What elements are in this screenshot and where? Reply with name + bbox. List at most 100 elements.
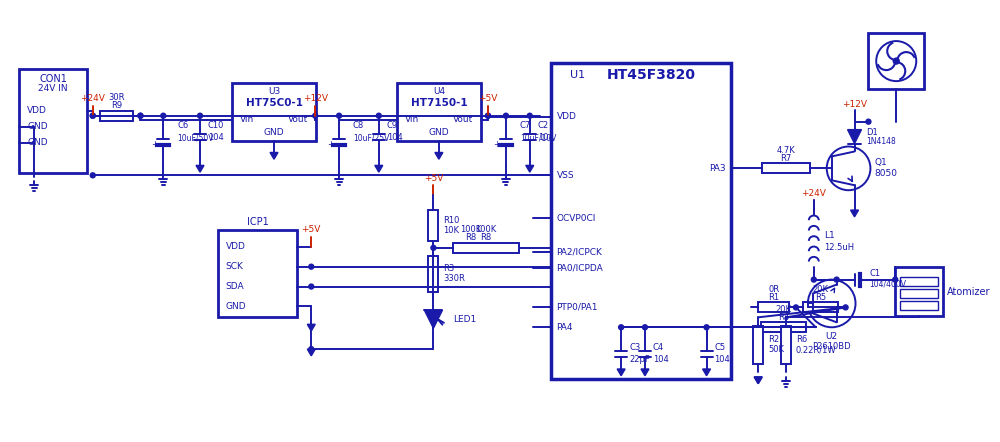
Text: 8050: 8050 [874,169,897,178]
Text: R5: R5 [815,293,826,302]
Circle shape [893,58,899,64]
Text: GND: GND [264,128,284,137]
Text: R4: R4 [778,313,789,322]
Text: 104: 104 [208,133,224,142]
Circle shape [793,305,798,310]
Circle shape [309,347,314,351]
Text: 10uF/10V: 10uF/10V [520,133,556,142]
Bar [428,210,438,241]
Text: R8: R8 [480,233,491,242]
Text: C6: C6 [177,121,188,130]
Text: R1: R1 [768,293,779,302]
Text: U1: U1 [570,70,586,80]
Text: +: + [327,140,334,149]
Text: GND: GND [27,138,48,147]
Polygon shape [754,377,762,384]
Circle shape [309,264,314,269]
Text: R2: R2 [768,335,779,344]
Text: Vout: Vout [453,115,473,124]
Text: 0R: 0R [768,285,779,294]
Text: HT7150-1: HT7150-1 [411,98,467,108]
Text: LED1: LED1 [453,315,477,324]
Bar [753,325,763,364]
Text: R9: R9 [111,101,122,110]
Text: GND: GND [27,122,48,131]
Polygon shape [196,165,204,172]
Text: VSS: VSS [557,171,574,180]
Circle shape [486,113,491,118]
Text: 330R: 330R [443,274,465,283]
Polygon shape [851,210,859,217]
Text: C2: C2 [538,121,549,130]
Bar [781,325,791,364]
Polygon shape [307,324,315,331]
Bar [900,277,938,286]
Circle shape [619,325,624,330]
Text: PA3: PA3 [709,164,725,173]
Text: +5V: +5V [302,225,321,234]
Bar [895,267,943,316]
Text: C7: C7 [520,121,531,130]
Circle shape [90,113,95,118]
Text: 10K: 10K [443,226,459,235]
Circle shape [486,113,491,118]
Text: 100K: 100K [460,225,481,234]
Text: C10: C10 [208,121,224,130]
Text: PA0/ICPDA: PA0/ICPDA [557,263,603,272]
Text: R6: R6 [796,335,807,344]
Text: 104: 104 [653,354,669,364]
Circle shape [161,113,166,118]
Text: 22pF: 22pF [629,354,650,364]
Circle shape [866,119,871,124]
Polygon shape [424,310,442,328]
Text: 12.5uH: 12.5uH [824,243,854,252]
Text: 50K: 50K [768,345,784,354]
Text: C4: C4 [653,343,664,352]
Text: +: + [151,140,158,149]
Text: 24V IN: 24V IN [38,84,68,93]
Bar [428,255,438,292]
Text: 100K: 100K [475,225,496,234]
Text: 4.7K: 4.7K [777,146,795,155]
Text: +: + [494,140,500,149]
Text: 10uF/50V: 10uF/50V [177,133,214,142]
Circle shape [843,305,848,310]
Bar [218,230,297,317]
Text: CON1: CON1 [39,74,67,84]
Text: C9: C9 [387,121,398,130]
Text: +24V: +24V [80,94,105,103]
Text: 104: 104 [538,133,553,142]
Polygon shape [435,152,443,159]
Text: R3: R3 [443,264,455,273]
Bar [761,322,806,332]
Text: SCK: SCK [226,262,244,271]
Circle shape [337,113,342,118]
Text: R8: R8 [465,233,476,242]
Text: VDD: VDD [557,112,576,121]
Bar [551,63,731,379]
Text: C1: C1 [869,269,881,278]
Text: Vin: Vin [405,115,419,124]
Text: GND: GND [429,128,449,137]
Bar [900,289,938,298]
Circle shape [527,113,532,118]
Text: VDD: VDD [226,242,246,251]
Circle shape [198,113,203,118]
Text: VDD: VDD [27,106,47,115]
Circle shape [431,245,436,250]
Text: +5V: +5V [424,174,443,183]
Circle shape [138,113,143,118]
Text: Vin: Vin [240,115,254,124]
Bar [232,83,316,141]
Text: 10uF/25V: 10uF/25V [353,133,389,142]
Text: P2610BD: P2610BD [812,342,851,351]
Polygon shape [754,377,762,384]
Text: 104: 104 [387,133,402,142]
Text: L1: L1 [824,232,834,240]
Text: GND: GND [226,302,246,311]
Text: +5V: +5V [478,94,498,103]
Text: +12V: +12V [842,100,867,109]
Text: PA2/ICPCK: PA2/ICPCK [557,247,602,256]
Bar [803,302,838,312]
Text: +12V: +12V [303,94,328,103]
